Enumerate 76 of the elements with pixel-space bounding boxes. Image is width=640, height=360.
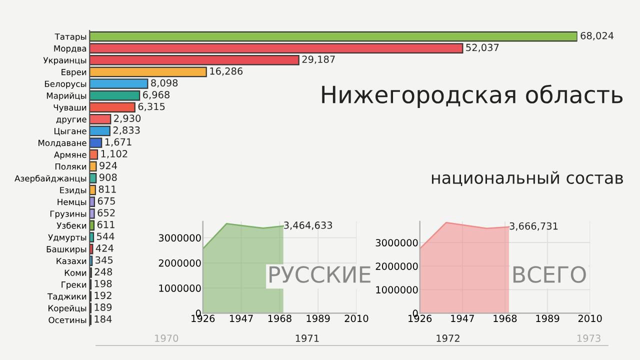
y-tick-label: Азербайджанцы — [14, 174, 86, 184]
data-label: 192 — [94, 292, 112, 300]
y-tick-label: Казахи — [56, 258, 86, 264]
data-label: 2,930 — [114, 114, 141, 123]
data-label: 198 — [94, 280, 112, 288]
x-tick-label: 1989 — [536, 314, 560, 322]
data-label: 184 — [94, 315, 112, 323]
data-label: 924 — [100, 162, 118, 170]
annotation: ВСЕГО — [513, 266, 586, 283]
x-tick-label: 1989 — [306, 314, 330, 322]
data-label: 189 — [94, 304, 112, 311]
data-label: 544 — [97, 232, 114, 240]
y-tick-label: Цыгане — [54, 128, 86, 136]
data-label: 611 — [97, 220, 114, 228]
y-tick-label: Грузины — [50, 210, 86, 219]
y-tick-label: 2000000 — [376, 262, 418, 270]
y-tick-label: 1000000 — [376, 286, 418, 294]
y-tick-label: Украинцы — [43, 57, 86, 66]
data-label: 345 — [96, 256, 113, 264]
y-tick-label: Белорусы — [44, 80, 86, 89]
x-tick-label: 1968 — [494, 314, 517, 322]
x-tick-label: 1968 — [268, 314, 292, 322]
data-label: 424 — [96, 244, 114, 252]
data-label: 8,098 — [151, 79, 178, 88]
text: 1970 — [155, 334, 178, 342]
data-label: 908 — [100, 174, 117, 182]
y-tick-label: Удмурты — [48, 234, 86, 242]
data-label: 652 — [98, 209, 115, 216]
y-tick-label: Башкиры — [46, 246, 86, 254]
data-label: 52,037 — [466, 44, 499, 52]
x-tick-label: 1947 — [451, 314, 474, 322]
data-label: 1,671 — [105, 138, 132, 147]
y-tick-label: Немцы — [58, 198, 86, 206]
y-tick-label: Армяне — [54, 152, 86, 160]
data-label: 6,315 — [138, 102, 165, 112]
y-tick-label: Осетины — [48, 316, 86, 324]
data-label: 6,968 — [143, 91, 170, 100]
y-tick-label: Мордва — [54, 45, 86, 54]
data-label: 675 — [98, 197, 115, 205]
text: национальный состав — [432, 171, 624, 186]
x-tick-label: 2010 — [578, 314, 602, 322]
y-tick-label: 3000000 — [376, 239, 418, 246]
y-tick-label: Чуваши — [54, 104, 86, 112]
y-tick-label: Езиды — [60, 187, 86, 194]
annotation: РУССКИЕ — [270, 266, 370, 283]
data-label: 2,833 — [113, 126, 140, 135]
y-tick-label: Корейцы — [48, 304, 86, 313]
text: 1972 — [436, 334, 460, 342]
data-label: 16,286 — [210, 67, 243, 76]
y-tick-label: Молдаване — [38, 140, 86, 148]
text: 1971 — [296, 334, 319, 342]
y-tick-label: Марийцы — [46, 92, 86, 100]
data-label: 68,024 — [580, 32, 614, 40]
y-tick-label: 1000000 — [159, 284, 201, 292]
y-tick-label: 3000000 — [158, 234, 201, 242]
x-tick-label: 1926 — [408, 314, 432, 322]
text: 3,666,731 — [510, 222, 558, 231]
data-label: 1,102 — [101, 150, 128, 158]
text: 1973 — [577, 334, 600, 342]
y-tick-label: Евреи — [62, 69, 86, 77]
y-tick-label: Коми — [64, 270, 86, 276]
text: Нижегородская область — [322, 84, 623, 108]
x-tick-label: 2010 — [344, 314, 368, 322]
data-label: 29,187 — [302, 56, 335, 64]
x-tick-label: 1947 — [230, 314, 253, 322]
y-tick-label: Греки — [62, 282, 86, 290]
y-tick-label: Татары — [54, 34, 86, 42]
x-tick-label: 1926 — [192, 314, 215, 322]
data-label: 811 — [98, 185, 116, 193]
data-label: 248 — [94, 268, 112, 276]
y-tick-label: Поляки — [55, 163, 86, 170]
y-tick-label: 2000000 — [158, 259, 201, 267]
text: 3,464,633 — [284, 222, 332, 230]
y-tick-label: Таджики — [47, 293, 86, 301]
y-tick-label: Узбеки — [56, 222, 86, 229]
y-tick-label: другие — [56, 118, 86, 124]
